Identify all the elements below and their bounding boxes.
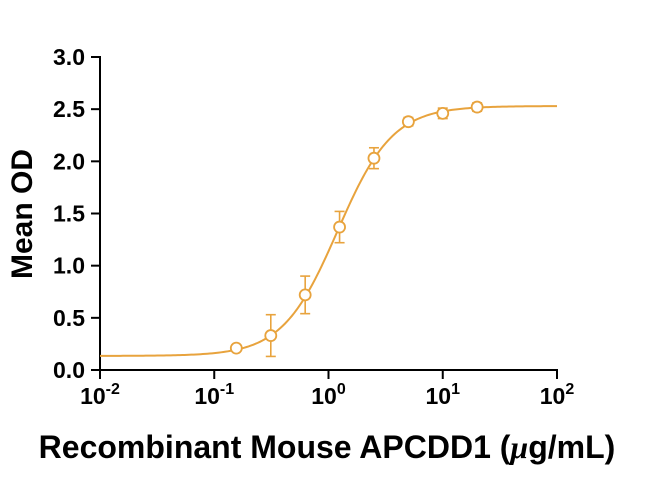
error-bars (231, 102, 483, 358)
data-point-marker (401, 115, 415, 129)
x-tick-label: 101 (426, 381, 461, 409)
x-axis-title: Recombinant Mouse APCDD1 (μg/mL) (39, 429, 616, 465)
y-tick-label: 2.0 (53, 148, 85, 174)
x-tick-label: 102 (540, 381, 575, 409)
data-point-marker (436, 106, 450, 120)
fit-curve (100, 105, 558, 357)
y-axis-title: Mean OD (6, 149, 39, 279)
y-tick-label: 0.0 (53, 357, 85, 383)
data-points (229, 100, 484, 355)
x-axis-ticks: 10-2 10-1 100 101 102 (80, 370, 574, 409)
y-tick-label: 2.5 (53, 96, 85, 122)
x-tick-label: 10-1 (194, 381, 234, 409)
y-tick-label: 1.5 (53, 201, 85, 227)
plot-area: 0.0 0.5 1.0 1.5 2.0 2.5 3.0 10-2 10-1 100 101 102 (53, 44, 574, 409)
data-point-marker (264, 329, 278, 342)
y-axis-ticks: 0.0 0.5 1.0 1.5 2.0 2.5 3.0 (53, 44, 100, 383)
y-tick-label: 0.5 (53, 305, 85, 331)
data-point-marker (333, 220, 346, 234)
data-point-marker (470, 100, 484, 114)
x-tick-label: 100 (311, 381, 346, 409)
x-tick-label: 10-2 (80, 381, 120, 409)
axis-lines (99, 56, 558, 371)
data-point-marker (367, 151, 381, 165)
y-tick-label: 3.0 (53, 44, 85, 70)
y-tick-label: 1.0 (53, 253, 85, 279)
data-point-marker (298, 288, 312, 302)
data-point-marker (229, 341, 243, 355)
